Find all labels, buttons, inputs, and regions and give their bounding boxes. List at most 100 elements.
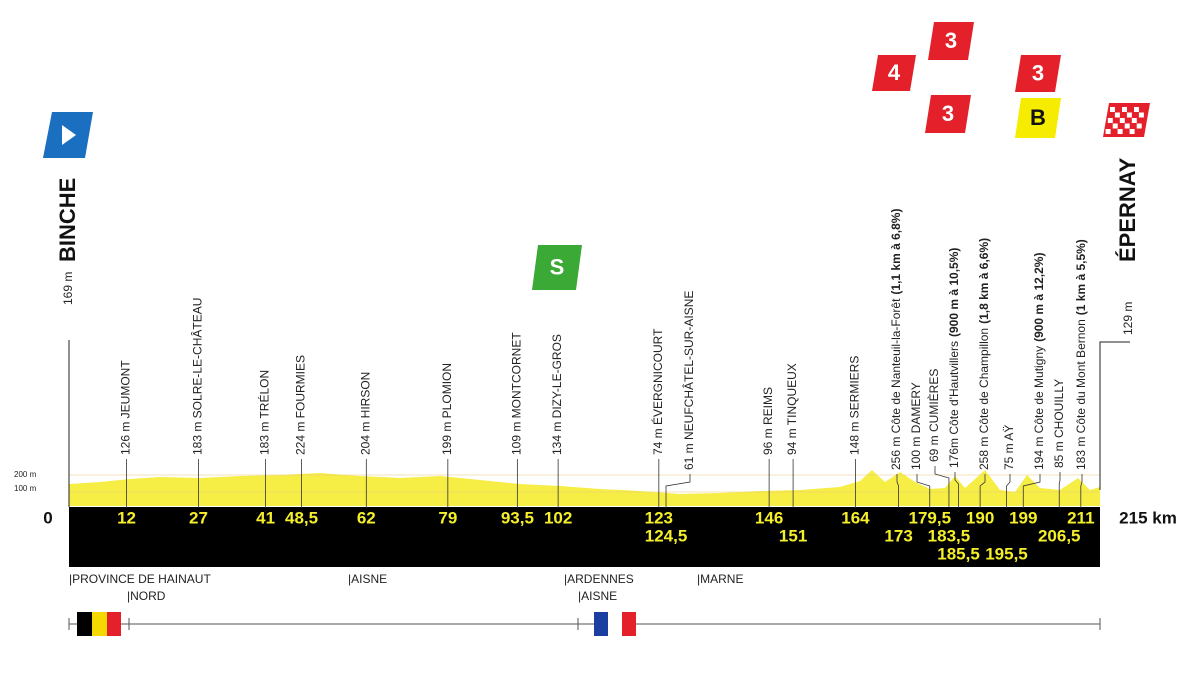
waypoint-label: 85 m CHOUILLY <box>1052 379 1066 468</box>
checker <box>1114 112 1120 118</box>
waypoint-label: 176m Côte d'Hautvillers (900 m à 10,5%) <box>947 248 961 468</box>
km-label: 41 <box>256 508 275 527</box>
climb-detail: (1 km à 5,5%) <box>1074 239 1088 315</box>
finish-name: ÉPERNAY <box>1115 157 1140 262</box>
checker <box>1112 123 1118 129</box>
flag-fr <box>594 612 608 636</box>
km-band <box>69 507 1100 567</box>
badge-label: 3 <box>945 28 957 53</box>
km-label: 151 <box>779 526 807 545</box>
waypoint-name: 69 m CUMIÈRES <box>926 369 941 462</box>
waypoint-label: 94 m TINQUEUX <box>785 363 799 455</box>
flag-fr <box>608 612 622 636</box>
climb-badge <box>928 22 974 60</box>
waypoint-label: 61 m NEUFCHÂTEL-SUR-AISNE <box>681 291 696 470</box>
km-label: 79 <box>438 508 457 527</box>
km-label: 183,5 <box>928 526 971 545</box>
leader-line <box>896 474 899 508</box>
waypoint-name: 74 m ÉVERGNICOURT <box>650 328 665 455</box>
checker <box>1117 129 1123 134</box>
checker <box>1119 118 1125 123</box>
checker <box>1105 129 1111 134</box>
km-label: 102 <box>544 508 572 527</box>
checker <box>1122 107 1127 112</box>
badge-label: S <box>550 254 565 279</box>
km-label: 62 <box>357 508 376 527</box>
climb-badge <box>1015 55 1061 92</box>
climb-badge <box>925 95 971 133</box>
start-km: 0 <box>43 508 52 527</box>
waypoint-label: 69 m CUMIÈRES <box>926 369 941 462</box>
checker <box>1126 112 1132 118</box>
waypoint-name: 100 m DAMERY <box>909 382 923 470</box>
km-label: 211 <box>1067 508 1094 527</box>
finish-line <box>1099 341 1130 490</box>
waypoint-name: 109 m MONTCORNET <box>510 332 524 455</box>
region-label: |MARNE <box>697 572 743 586</box>
flag-be <box>107 612 121 636</box>
waypoint-name: 85 m CHOUILLY <box>1052 379 1066 468</box>
km-label: 185,5 <box>937 544 980 563</box>
waypoint-label: 258 m Côte de Champillon (1,8 km à 6,6%) <box>977 238 991 470</box>
waypoint-label: 100 m DAMERY <box>909 382 923 470</box>
waypoint-label: 183 m Côte du Mont Bernon (1 km à 5,5%) <box>1074 239 1088 470</box>
checker <box>1124 123 1130 129</box>
waypoint-label: 199 m PLOMION <box>440 363 454 455</box>
checker <box>1107 118 1113 123</box>
waypoint-label: 256 m Côte de Nanteuil-la-Forêt (1,1 km à… <box>889 209 903 470</box>
waypoint-label: 109 m MONTCORNET <box>510 332 524 455</box>
km-label: 48,5 <box>285 508 318 527</box>
region-label: |AISNE <box>578 589 617 603</box>
leader-line <box>979 474 986 508</box>
waypoint-name: 176m Côte d'Hautvillers <box>947 341 961 468</box>
finish-km: 215 km <box>1119 508 1177 527</box>
km-label: 146 <box>755 508 783 527</box>
checker <box>1110 107 1115 112</box>
waypoint-name: 148 m SERMIERS <box>848 356 862 455</box>
waypoint-name: 258 m Côte de Champillon <box>977 328 991 470</box>
waypoint-name: 94 m TINQUEUX <box>785 363 799 455</box>
waypoint-name: 96 m REIMS <box>761 387 775 455</box>
elev-label: 200 m <box>14 470 37 479</box>
badge-label: 4 <box>888 60 901 85</box>
waypoint-name: 126 m JEUMONT <box>119 360 133 455</box>
waypoint-name: 194 m Côte de Mutigny <box>1032 346 1046 470</box>
finish-flag <box>1103 103 1150 137</box>
climb-detail: (1,1 km à 6,8%) <box>889 209 903 295</box>
waypoint-name: 134 m DIZY-LE-GROS <box>550 334 564 455</box>
waypoint-name: 224 m FOURMIES <box>294 355 308 455</box>
start-name: BINCHE <box>55 178 80 262</box>
start-altitude: 169 m <box>61 272 75 305</box>
start-icon <box>62 125 76 145</box>
climb-badge <box>872 55 916 91</box>
leader-line <box>1058 472 1061 508</box>
waypoint-label: 204 m HIRSON <box>358 372 372 455</box>
badge-label: 3 <box>1032 60 1044 85</box>
waypoint-name: 183 m Côte du Mont Bernon <box>1074 319 1088 470</box>
km-label: 190 <box>966 508 994 527</box>
checker <box>1138 112 1144 118</box>
climb-detail: (1,8 km à 6,6%) <box>977 238 991 324</box>
km-label: 195,5 <box>985 544 1028 563</box>
checker <box>1134 107 1139 112</box>
waypoint-label: 183 m SOLRE-LE-CHÂTEAU <box>190 298 205 455</box>
region-label: |AISNE <box>348 572 387 586</box>
region-label: |PROVINCE DE HAINAUT <box>69 572 211 586</box>
leader-line <box>1022 474 1041 508</box>
climb-badge <box>1015 98 1061 138</box>
elevation-area <box>69 470 1100 506</box>
waypoint-label: 148 m SERMIERS <box>848 356 862 455</box>
km-label: 27 <box>189 508 208 527</box>
region-label: |NORD <box>127 589 166 603</box>
leader-line <box>665 474 691 508</box>
km-label: 93,5 <box>501 508 534 527</box>
waypoint-label: 194 m Côte de Mutigny (900 m à 12,2%) <box>1032 253 1046 470</box>
km-label: 124,5 <box>645 526 688 545</box>
flag-be <box>77 612 92 636</box>
waypoint-name: 61 m NEUFCHÂTEL-SUR-AISNE <box>681 291 696 470</box>
leader-line <box>916 474 931 508</box>
climb-detail: (900 m à 10,5%) <box>947 248 961 337</box>
km-label: 206,5 <box>1038 526 1081 545</box>
km-label: 173 <box>884 526 912 545</box>
